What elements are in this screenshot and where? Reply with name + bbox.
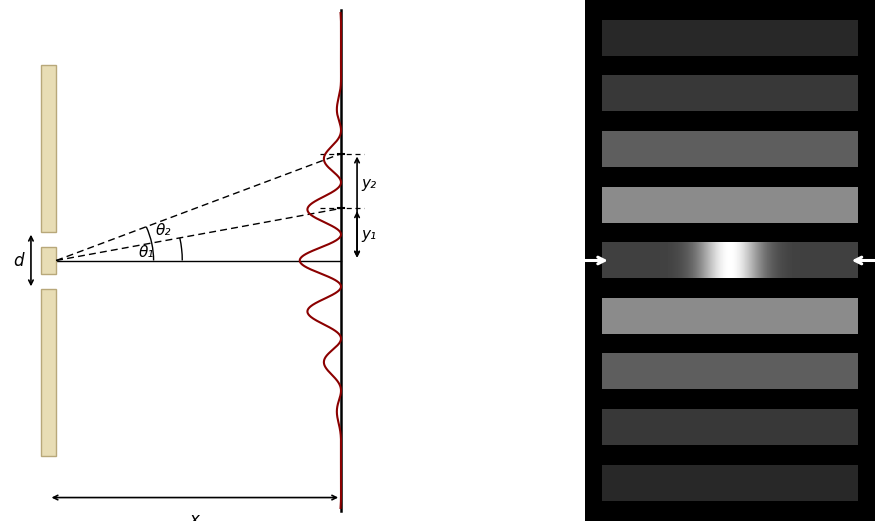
Text: θ₁: θ₁ (139, 245, 154, 260)
Text: θ₂: θ₂ (156, 224, 172, 239)
Text: y₂: y₂ (361, 176, 377, 191)
Polygon shape (41, 247, 56, 274)
Polygon shape (41, 289, 56, 456)
Polygon shape (41, 65, 56, 232)
Polygon shape (584, 0, 875, 521)
Text: y₁: y₁ (361, 227, 377, 242)
Text: d: d (14, 252, 24, 269)
Text: x: x (190, 511, 200, 521)
